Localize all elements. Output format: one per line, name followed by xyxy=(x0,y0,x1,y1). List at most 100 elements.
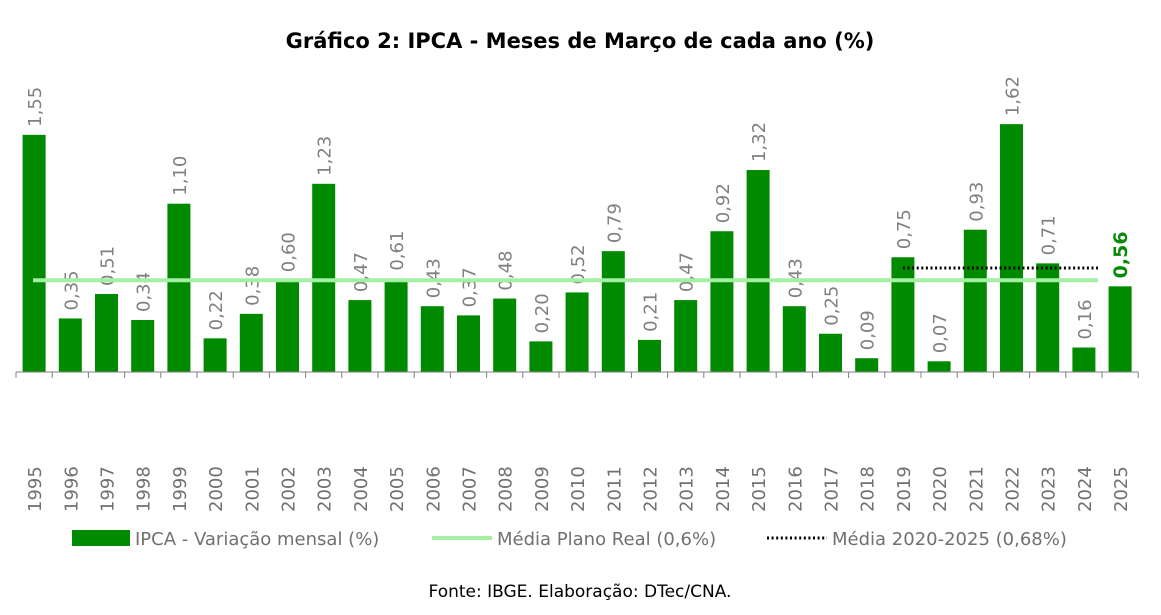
x-tick-label-1997: 1997 xyxy=(98,466,119,512)
x-tick-label-2003: 2003 xyxy=(315,466,336,512)
x-tick-label-2000: 2000 xyxy=(206,466,227,512)
x-tick-label-2025: 2025 xyxy=(1111,466,1132,512)
legend: IPCA - Variação mensal (%) Média Plano R… xyxy=(72,529,1067,550)
value-label-2007: 0,37 xyxy=(460,267,481,307)
x-tick-label-2016: 2016 xyxy=(785,466,806,512)
bar-2007 xyxy=(457,315,480,372)
x-tick-label-2009: 2009 xyxy=(532,466,553,512)
bar-2000 xyxy=(203,338,227,372)
legend-label-bars: IPCA - Variação mensal (%) xyxy=(135,529,379,550)
x-tick-label-2017: 2017 xyxy=(822,466,843,512)
bar-1996 xyxy=(58,318,82,372)
x-tick-label-2020: 2020 xyxy=(930,466,951,512)
bar-2001 xyxy=(239,313,263,372)
x-tick-label-2011: 2011 xyxy=(604,466,625,512)
bar-2011 xyxy=(601,251,625,372)
x-tick-label-2001: 2001 xyxy=(242,466,263,512)
bar-2020 xyxy=(927,361,951,372)
value-label-2011: 0,79 xyxy=(604,203,625,243)
value-label-2022: 1,62 xyxy=(1003,76,1024,116)
value-label-2000: 0,22 xyxy=(206,290,227,330)
value-label-2004: 0,47 xyxy=(351,252,372,292)
x-tick-label-2022: 2022 xyxy=(1003,466,1024,512)
bar-2004 xyxy=(348,300,372,372)
value-label-1995: 1,55 xyxy=(25,87,46,127)
x-tick-label-2023: 2023 xyxy=(1039,466,1060,512)
x-tick-label-1999: 1999 xyxy=(170,466,191,512)
x-tick-label-2005: 2005 xyxy=(387,466,408,512)
bar-2003 xyxy=(312,183,336,372)
value-label-2014: 0,92 xyxy=(713,183,734,223)
value-label-2019: 0,75 xyxy=(894,209,915,249)
x-tick-label-2024: 2024 xyxy=(1075,466,1096,512)
x-tick-label-2015: 2015 xyxy=(749,466,770,512)
x-tick-label-2018: 2018 xyxy=(858,466,879,512)
bar-2021 xyxy=(963,229,987,372)
bar-2010 xyxy=(565,292,589,372)
legend-swatch-bars xyxy=(72,530,130,546)
value-label-2018: 0,09 xyxy=(858,310,879,350)
bar-2012 xyxy=(638,339,661,372)
value-label-2005: 0,61 xyxy=(387,231,408,271)
x-tick-label-1998: 1998 xyxy=(134,466,155,512)
value-label-2017: 0,25 xyxy=(822,286,843,326)
bar-1995 xyxy=(22,134,46,372)
bar-2015 xyxy=(746,170,770,372)
value-label-2002: 0,60 xyxy=(279,232,300,272)
value-label-1998: 0,34 xyxy=(134,272,155,312)
x-tick-label-2013: 2013 xyxy=(677,466,698,512)
bar-2014 xyxy=(710,231,734,372)
x-tick-label-2021: 2021 xyxy=(966,466,987,512)
bar-1997 xyxy=(95,293,118,372)
value-label-1996: 0,35 xyxy=(61,270,82,310)
x-tick-label-2008: 2008 xyxy=(496,466,517,512)
bar-2017 xyxy=(819,333,842,372)
bar-2016 xyxy=(782,306,806,372)
x-tick-label-2007: 2007 xyxy=(460,466,481,512)
bar-1999 xyxy=(167,203,191,372)
value-label-2020: 0,07 xyxy=(930,313,951,353)
value-label-2015: 1,32 xyxy=(749,122,770,162)
bar-2005 xyxy=(384,278,408,372)
value-label-2010: 0,52 xyxy=(568,244,589,284)
value-label-2023: 0,71 xyxy=(1039,215,1060,255)
x-tick-label-2002: 2002 xyxy=(279,466,300,512)
x-tick-label-2004: 2004 xyxy=(351,466,372,512)
bar-2009 xyxy=(529,341,553,372)
x-tick-label-2006: 2006 xyxy=(423,466,444,512)
value-label-1999: 1,10 xyxy=(170,156,191,196)
x-tick-label-1996: 1996 xyxy=(61,466,82,512)
legend-label-dotted: Média 2020-2025 (0,68%) xyxy=(832,529,1067,550)
x-tick-label-2010: 2010 xyxy=(568,466,589,512)
source-note: Fonte: IBGE. Elaboração: DTec/CNA. xyxy=(429,582,732,602)
bar-2024 xyxy=(1072,347,1096,372)
bar-2022 xyxy=(1000,124,1023,372)
value-label-1997: 0,51 xyxy=(98,246,119,286)
bar-2019 xyxy=(891,257,915,372)
legend-label-avg: Média Plano Real (0,6%) xyxy=(497,529,716,550)
x-tick-label-2019: 2019 xyxy=(894,466,915,512)
bar-2018 xyxy=(855,358,879,372)
bar-2006 xyxy=(420,306,444,372)
value-label-2006: 0,43 xyxy=(423,258,444,298)
value-label-2016: 0,43 xyxy=(785,258,806,298)
x-tick-label-2012: 2012 xyxy=(641,466,662,512)
value-label-2021: 0,93 xyxy=(966,182,987,222)
chart-title: Gráfico 2: IPCA - Meses de Março de cada… xyxy=(286,29,875,53)
value-label-2013: 0,47 xyxy=(677,252,698,292)
x-tick-label-1995: 1995 xyxy=(25,466,46,512)
bar-2025 xyxy=(1108,286,1132,372)
value-label-2008: 0,48 xyxy=(496,250,517,290)
x-tick-label-2014: 2014 xyxy=(713,466,734,512)
value-label-2009: 0,20 xyxy=(532,293,553,333)
bar-2023 xyxy=(1036,263,1060,372)
value-label-2012: 0,21 xyxy=(641,292,662,332)
value-label-2025: 0,56 xyxy=(1110,231,1132,278)
bar-2002 xyxy=(276,280,299,372)
bar-2008 xyxy=(493,298,517,372)
value-label-2024: 0,16 xyxy=(1075,299,1096,339)
value-label-2001: 0,38 xyxy=(242,266,263,306)
value-label-2003: 1,23 xyxy=(315,136,336,176)
